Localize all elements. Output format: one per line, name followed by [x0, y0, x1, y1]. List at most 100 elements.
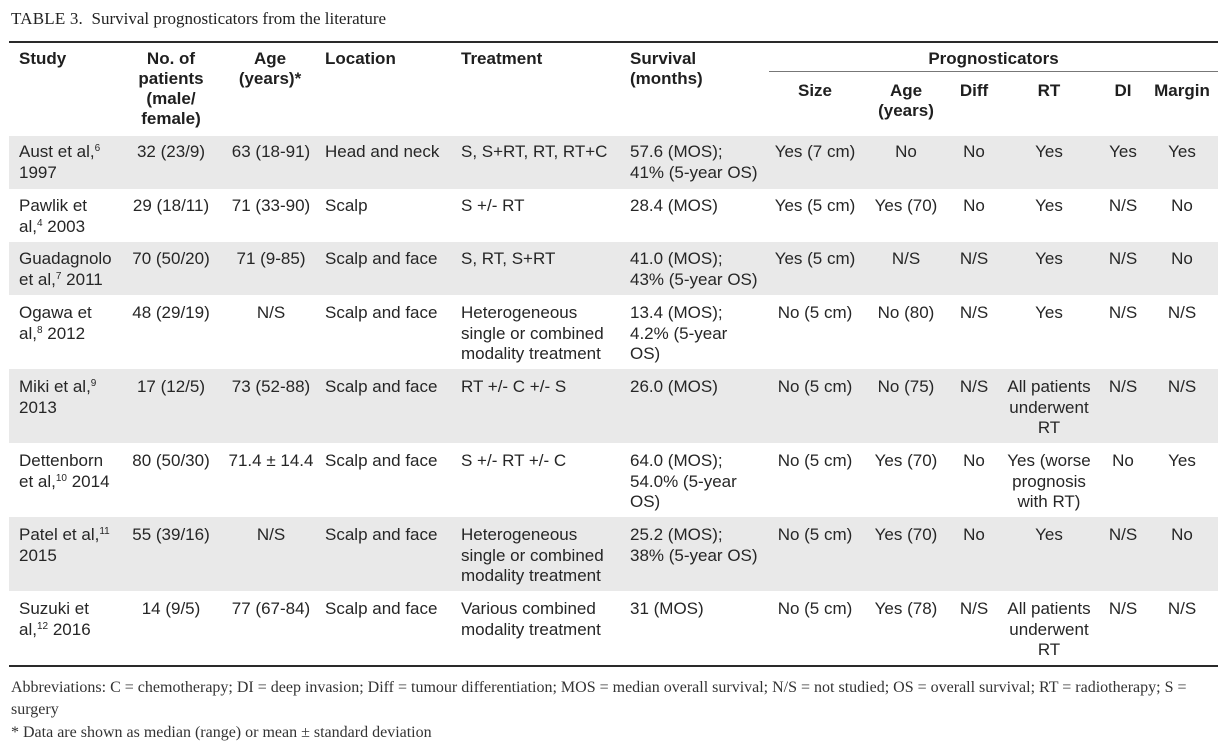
cell-survival: 26.0 (MOS): [630, 377, 718, 396]
prognosticators-underline: [769, 71, 1218, 72]
cell-size: No (5 cm): [777, 599, 853, 618]
cell-age: 73 (52-88): [231, 377, 311, 396]
cell-location: Scalp and face: [325, 599, 438, 618]
cell-treatment: S, RT, S+RT: [461, 249, 556, 268]
cell-diff: N/S: [959, 303, 989, 322]
cell-margin: No: [1171, 196, 1193, 215]
cell-patients: 29 (18/11): [132, 196, 210, 215]
cell-rt: Yes: [1035, 142, 1063, 161]
cell-patients: 48 (29/19): [132, 303, 210, 322]
header-prognosticators: Prognosticators: [928, 49, 1059, 68]
header-di: DI: [1114, 81, 1132, 100]
cell-rt: All patients underwent RT: [1007, 377, 1091, 437]
cell-prog-age: No (80): [877, 303, 935, 322]
cell-size: No (5 cm): [777, 377, 853, 396]
cell-study: Miki et al,9 2013: [19, 377, 97, 417]
cell-size: No (5 cm): [777, 525, 853, 544]
cell-treatment: Heterogeneous single or combined modalit…: [461, 303, 604, 363]
cell-size: Yes (5 cm): [774, 196, 856, 215]
cell-survival: 13.4 (MOS); 4.2% (5-year OS): [630, 303, 728, 363]
cell-prog-age: Yes (70): [874, 196, 938, 215]
cell-diff: No: [963, 196, 985, 215]
cell-di: N/S: [1108, 249, 1138, 268]
cell-survival: 41.0 (MOS); 43% (5-year OS): [630, 249, 758, 289]
cell-prog-age: Yes (70): [874, 525, 938, 544]
cell-di: N/S: [1108, 525, 1138, 544]
cell-di: Yes: [1109, 142, 1137, 161]
cell-margin: N/S: [1167, 303, 1197, 322]
cell-patients: 80 (50/30): [132, 451, 210, 470]
cell-rt: Yes: [1035, 249, 1063, 268]
cell-di: N/S: [1108, 303, 1138, 322]
cell-diff: No: [963, 525, 985, 544]
cell-di: N/S: [1108, 377, 1138, 396]
cell-age: 71.4 ± 14.4: [228, 451, 314, 470]
cell-study: Dettenborn et al,10 2014: [19, 451, 110, 491]
table-label: TABLE 3.: [11, 9, 84, 28]
cell-prog-age: Yes (78): [874, 599, 938, 618]
cell-size: No (5 cm): [777, 451, 853, 470]
cell-di: N/S: [1108, 196, 1138, 215]
cell-prog-age: No: [895, 142, 917, 161]
cell-margin: Yes: [1168, 451, 1196, 470]
table-row: Pawlik et al,4 2003 29 (18/11) 71 (33-90…: [9, 189, 1218, 242]
cell-survival: 57.6 (MOS); 41% (5-year OS): [630, 142, 758, 182]
cell-size: Yes (7 cm): [774, 142, 856, 161]
cell-margin: No: [1171, 249, 1193, 268]
cell-rt: All patients underwent RT: [1007, 599, 1091, 659]
cell-patients: 55 (39/16): [132, 525, 210, 544]
cell-diff: N/S: [959, 377, 989, 396]
cell-location: Scalp and face: [325, 249, 438, 268]
cell-survival: 28.4 (MOS): [630, 196, 718, 215]
cell-di: No: [1112, 451, 1134, 470]
cell-treatment: Various combined modality treatment: [461, 599, 601, 639]
header-prog-age: Age (years): [878, 81, 934, 120]
cell-treatment: Heterogeneous single or combined modalit…: [461, 525, 604, 585]
cell-prog-age: Yes (70): [874, 451, 938, 470]
cell-rt: Yes (worse prognosis with RT): [1007, 451, 1091, 511]
cell-patients: 14 (9/5): [141, 599, 201, 618]
table-row: Patel et al,11 2015 55 (39/16) N/S Scalp…: [9, 517, 1218, 591]
cell-study: Pawlik et al,4 2003: [19, 196, 88, 236]
table-row: Dettenborn et al,10 2014 80 (50/30) 71.4…: [9, 443, 1218, 517]
cell-survival: 25.2 (MOS); 38% (5-year OS): [630, 525, 758, 565]
header-location: Location: [325, 49, 396, 68]
cell-age: 77 (67-84): [231, 599, 311, 618]
cell-study: Aust et al,6 1997: [19, 142, 101, 182]
header-patients: No. of patients (male/ female): [138, 49, 204, 128]
cell-treatment: S +/- RT: [461, 196, 525, 215]
table-caption: TABLE 3. Survival prognosticators from t…: [11, 9, 386, 29]
cell-margin: N/S: [1167, 377, 1197, 396]
asterisk-note: * Data are shown as median (range) or me…: [11, 724, 432, 741]
cell-rt: Yes: [1035, 196, 1063, 215]
header-rt: RT: [1037, 81, 1061, 100]
cell-di: N/S: [1108, 599, 1138, 618]
header-study: Study: [19, 49, 67, 68]
cell-patients: 32 (23/9): [136, 142, 206, 161]
cell-diff: No: [963, 451, 985, 470]
cell-rt: Yes: [1035, 303, 1063, 322]
cell-diff: N/S: [959, 599, 989, 618]
cell-study: Guadagnolo et al,7 2011: [19, 249, 112, 289]
cell-study: Ogawa et al,8 2012: [19, 303, 92, 343]
cell-margin: N/S: [1167, 599, 1197, 618]
cell-location: Scalp and face: [325, 451, 438, 470]
cell-prog-age: N/S: [891, 249, 921, 268]
cell-location: Scalp and face: [325, 303, 438, 322]
header-margin: Margin: [1154, 81, 1210, 100]
abbreviations-note: Abbreviations: C = chemotherapy; DI = de…: [11, 679, 1187, 718]
cell-diff: N/S: [959, 249, 989, 268]
cell-age: 71 (9-85): [236, 249, 306, 268]
cell-treatment: S, S+RT, RT, RT+C: [461, 142, 608, 161]
cell-location: Scalp and face: [325, 525, 438, 544]
header-diff: Diff: [959, 81, 989, 100]
cell-survival: 64.0 (MOS); 54.0% (5-year OS): [630, 451, 737, 511]
cell-location: Scalp and face: [325, 377, 438, 396]
cell-patients: 17 (12/5): [136, 377, 206, 396]
cell-margin: No: [1171, 525, 1193, 544]
header-treatment: Treatment: [461, 49, 543, 68]
header-size: Size: [797, 81, 833, 100]
table-title: Survival prognosticators from the litera…: [91, 9, 387, 28]
cell-prog-age: No (75): [877, 377, 935, 396]
cell-age: N/S: [256, 525, 286, 544]
